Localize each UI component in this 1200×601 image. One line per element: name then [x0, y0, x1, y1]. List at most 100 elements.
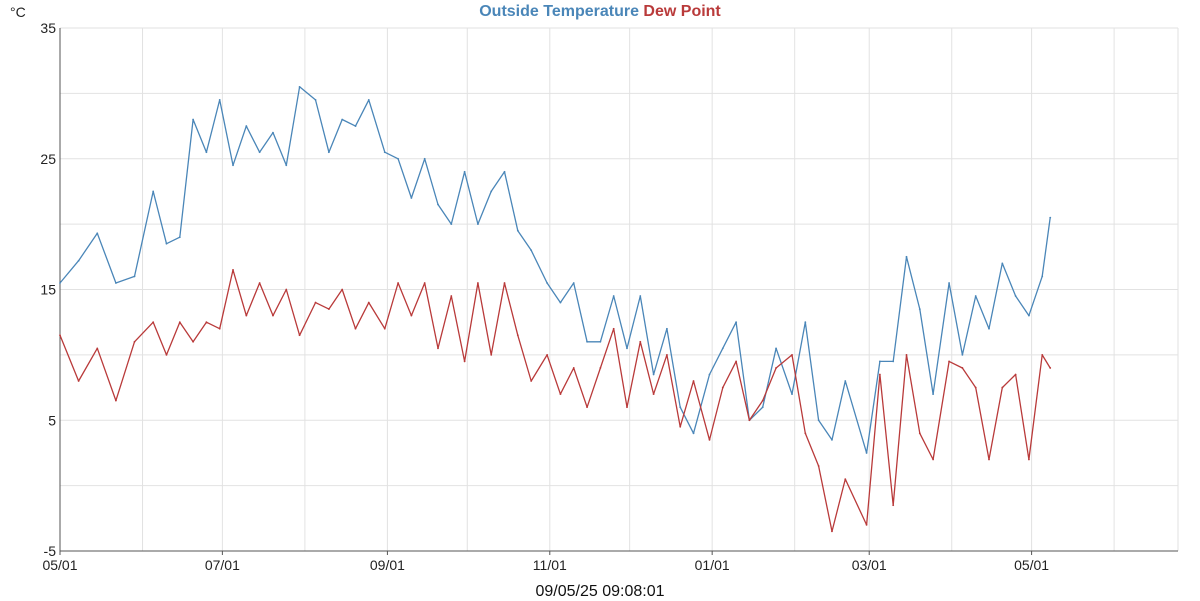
dew-point-point: [59, 334, 61, 337]
x-tick-label: 03/01: [852, 557, 887, 573]
series-lines: [59, 85, 1052, 533]
dew-point-point: [961, 367, 964, 369]
temperature-point: [1014, 295, 1017, 297]
dew-point-point: [892, 504, 895, 507]
dew-point-point: [285, 288, 288, 291]
dew-point-point: [437, 347, 439, 350]
temperature-point: [354, 125, 357, 127]
dew-point-point: [791, 353, 793, 356]
temperature-point: [245, 125, 248, 127]
temperature-point: [546, 282, 549, 284]
temperature-point: [1001, 262, 1004, 265]
temperature-point: [974, 295, 977, 297]
dew-point-point: [115, 399, 117, 402]
temperature-point: [477, 223, 479, 226]
dew-point-point: [205, 321, 208, 324]
dew-point-point: [559, 393, 562, 395]
temperature-point: [708, 373, 711, 376]
dew-point-point: [423, 282, 426, 284]
dew-point-point: [1041, 353, 1044, 356]
grid-lines: [59, 27, 1179, 552]
temperature-point: [804, 321, 807, 324]
dew-point-point: [817, 465, 820, 467]
dew-point-point: [77, 380, 80, 382]
dew-point-point: [878, 373, 881, 376]
temperature-point: [791, 393, 793, 395]
dew-point-point: [245, 314, 248, 317]
dew-point-point: [530, 380, 533, 382]
dew-point-point: [639, 340, 642, 343]
temperature-point: [298, 85, 301, 88]
temperature-point: [692, 432, 695, 435]
dew-point-point: [775, 367, 777, 369]
y-tick-label: 15: [40, 282, 56, 298]
dew-point-point: [735, 360, 738, 363]
temperature-point: [612, 295, 615, 297]
temperature-point: [961, 353, 964, 356]
y-tick-label: 35: [40, 20, 56, 36]
temperature-point: [272, 131, 274, 134]
dew-point-point: [865, 523, 868, 526]
temperature-point: [397, 157, 399, 160]
dew-point-point: [367, 301, 370, 304]
dew-point-point: [692, 380, 695, 382]
dew-point-point: [1028, 458, 1030, 461]
x-tick-label: 05/01: [1014, 557, 1049, 573]
dew-point-point: [516, 334, 519, 337]
temperature-point: [817, 419, 820, 422]
temperature-point: [639, 295, 642, 297]
temperature-point: [892, 360, 895, 363]
temperature-point: [165, 242, 168, 245]
dew-point-point: [341, 288, 344, 291]
temperature-point: [490, 190, 493, 193]
temperature-point: [516, 229, 519, 232]
dew-point-point: [626, 406, 628, 409]
temperature-point: [463, 170, 466, 173]
legend-outside-temperature: Outside Temperature: [479, 3, 639, 20]
dew-point-point: [804, 432, 807, 435]
temperature-point: [948, 282, 950, 284]
dew-point-point: [572, 367, 575, 369]
dew-point-point: [96, 347, 99, 350]
temperature-point: [314, 99, 317, 101]
temperature-point: [503, 170, 506, 173]
dew-point-point: [178, 321, 181, 324]
temperature-point: [572, 282, 575, 284]
dew-point-point: [450, 295, 453, 297]
dew-point-point: [410, 314, 413, 317]
temperature-point: [586, 340, 588, 343]
temperature-point: [761, 406, 764, 409]
dew-point-point: [477, 282, 479, 284]
dew-point-point: [133, 340, 136, 343]
x-tick-label: 01/01: [695, 557, 730, 573]
dew-point-point: [708, 438, 711, 441]
temperature-point: [735, 321, 738, 324]
dew-point-point: [905, 353, 908, 356]
temperature-point: [831, 438, 833, 441]
dew-point-point: [974, 386, 977, 389]
temperature-point: [96, 232, 99, 235]
dew-point-line: [59, 269, 1051, 533]
temperature-point: [205, 151, 208, 154]
temperature-point: [905, 255, 908, 258]
dew-point-point: [152, 321, 155, 324]
temperature-point: [437, 203, 439, 206]
temperature-point: [988, 327, 990, 330]
dew-point-point: [192, 340, 194, 343]
temperature-point: [1049, 216, 1052, 219]
dew-point-point: [327, 308, 330, 311]
dew-point-point: [1014, 373, 1017, 376]
temperature-point: [626, 347, 628, 350]
x-tick-label: 09/01: [370, 557, 405, 573]
dew-point-point: [612, 327, 615, 330]
dew-point-point: [988, 458, 990, 461]
axes: [59, 28, 1178, 555]
timestamp: 09/05/25 09:08:01: [535, 583, 665, 600]
dew-point-point: [599, 367, 602, 369]
dew-point-point: [948, 360, 950, 363]
temperature-point: [530, 249, 533, 252]
dew-point-point: [503, 282, 506, 284]
temperature-point: [285, 164, 288, 167]
